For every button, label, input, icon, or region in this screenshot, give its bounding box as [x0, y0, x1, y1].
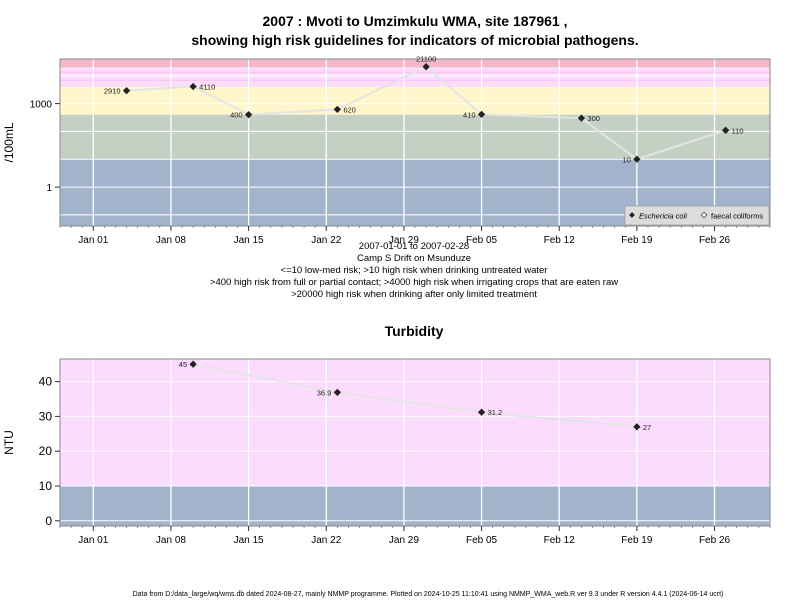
risk-band-4: [60, 59, 770, 68]
legend-ecoli-label: Eschericia coli: [639, 212, 687, 221]
data-label: 4110: [199, 83, 215, 92]
data-point: [333, 105, 342, 114]
caption-line: >20000 high risk when drinking after onl…: [291, 289, 537, 300]
x-tick-label: Jan 08: [156, 535, 186, 546]
x-tick-label: Feb 19: [621, 535, 653, 546]
footer-note: Data from D:/data_large/wq/wms.db dated …: [133, 591, 724, 598]
turbidity-title: Turbidity: [385, 323, 444, 339]
caption-line: <=10 low-med risk; >10 high risk when dr…: [281, 265, 548, 276]
legend-coliform-marker: [700, 211, 708, 219]
data-point: [244, 110, 253, 119]
data-label: 620: [343, 105, 356, 114]
x-tick-label: Jan 01: [78, 235, 108, 246]
data-label: 300: [587, 114, 600, 123]
x-tick-label: Jan 22: [311, 235, 341, 246]
data-point: [633, 423, 641, 431]
data-label: 400: [230, 111, 243, 120]
data-point: [633, 155, 641, 163]
x-tick-label: Feb 19: [621, 235, 653, 246]
chart-title-line2: showing high risk guidelines for indicat…: [191, 32, 638, 48]
risk-band-1: [60, 359, 770, 486]
risk-band-3: [60, 67, 770, 87]
data-label: 110: [732, 126, 744, 135]
x-tick-label: Jan 22: [311, 535, 341, 546]
data-label: 2910: [104, 87, 121, 96]
x-tick-label: Feb 05: [466, 535, 498, 546]
x-tick-label: Jan 29: [389, 535, 419, 546]
data-point: [477, 408, 486, 416]
data-point: [189, 360, 197, 368]
data-point: [122, 87, 131, 95]
x-tick-label: Feb 12: [544, 235, 576, 246]
x-tick-label: Jan 08: [156, 235, 186, 246]
y-axis-label: NTU: [2, 430, 16, 455]
x-tick-label: Jan 29: [389, 235, 419, 246]
x-tick-label: Jan 15: [234, 535, 264, 546]
data-label: 410: [463, 110, 476, 119]
x-tick-label: Feb 05: [466, 235, 498, 246]
y-tick-label: 1000: [30, 100, 53, 111]
data-label: 45: [179, 360, 187, 369]
y-tick-label: 40: [39, 375, 53, 389]
legend-ecoli-marker: [629, 212, 635, 218]
legend-coliform-label: faecal coliforms: [711, 212, 763, 221]
x-tick-label: Jan 15: [234, 235, 264, 246]
risk-band-2: [60, 86, 770, 115]
x-tick-label: Jan 01: [78, 535, 108, 546]
microbial-plot: Jan 01 Jan 08 Jan 15 Jan 22 Jan 29 Feb 05 Feb …: [2, 55, 771, 246]
caption-line: Camp S Drift on Msunduze: [357, 253, 471, 264]
x-tick-label: Feb 26: [699, 535, 731, 546]
chart-title-line1: 2007 : Mvoti to Umzimkulu WMA, site 1879…: [263, 13, 568, 29]
y-tick-label: 0: [45, 514, 52, 528]
data-label: 21100: [416, 55, 436, 64]
chart-legend: Eschericia coli faecal coliforms: [624, 205, 770, 226]
y-axis-label: /100mL: [2, 122, 16, 162]
y-tick-label: 30: [39, 409, 53, 423]
x-tick-label: Feb 26: [699, 235, 731, 246]
x-tick-label: Feb 12: [544, 535, 576, 546]
y-tick-label: 1: [46, 183, 52, 194]
data-label: 31.2: [488, 408, 503, 417]
legend-box: [624, 205, 770, 226]
data-point: [333, 388, 342, 397]
data-point: [422, 63, 430, 71]
data-label: 36.9: [317, 388, 332, 397]
risk-subband-0: [60, 79, 770, 81]
risk-band-0: [60, 485, 770, 526]
data-label: 27: [643, 423, 651, 432]
caption-line: >400 high risk from full or partial cont…: [210, 277, 618, 288]
data-label: 10: [623, 155, 631, 164]
y-tick-label: 20: [39, 444, 53, 458]
y-tick-label: 10: [39, 479, 53, 493]
turbidity-plot: Jan 01 Jan 08 Jan 15 Jan 22 Jan 29 Feb 05 Feb …: [2, 323, 771, 546]
data-point: [189, 82, 197, 91]
data-point: [477, 110, 486, 119]
series-line: [192, 363, 637, 428]
risk-band-1: [60, 114, 770, 160]
caption-line: 2007-01-01 to 2007-02-28: [359, 241, 469, 252]
